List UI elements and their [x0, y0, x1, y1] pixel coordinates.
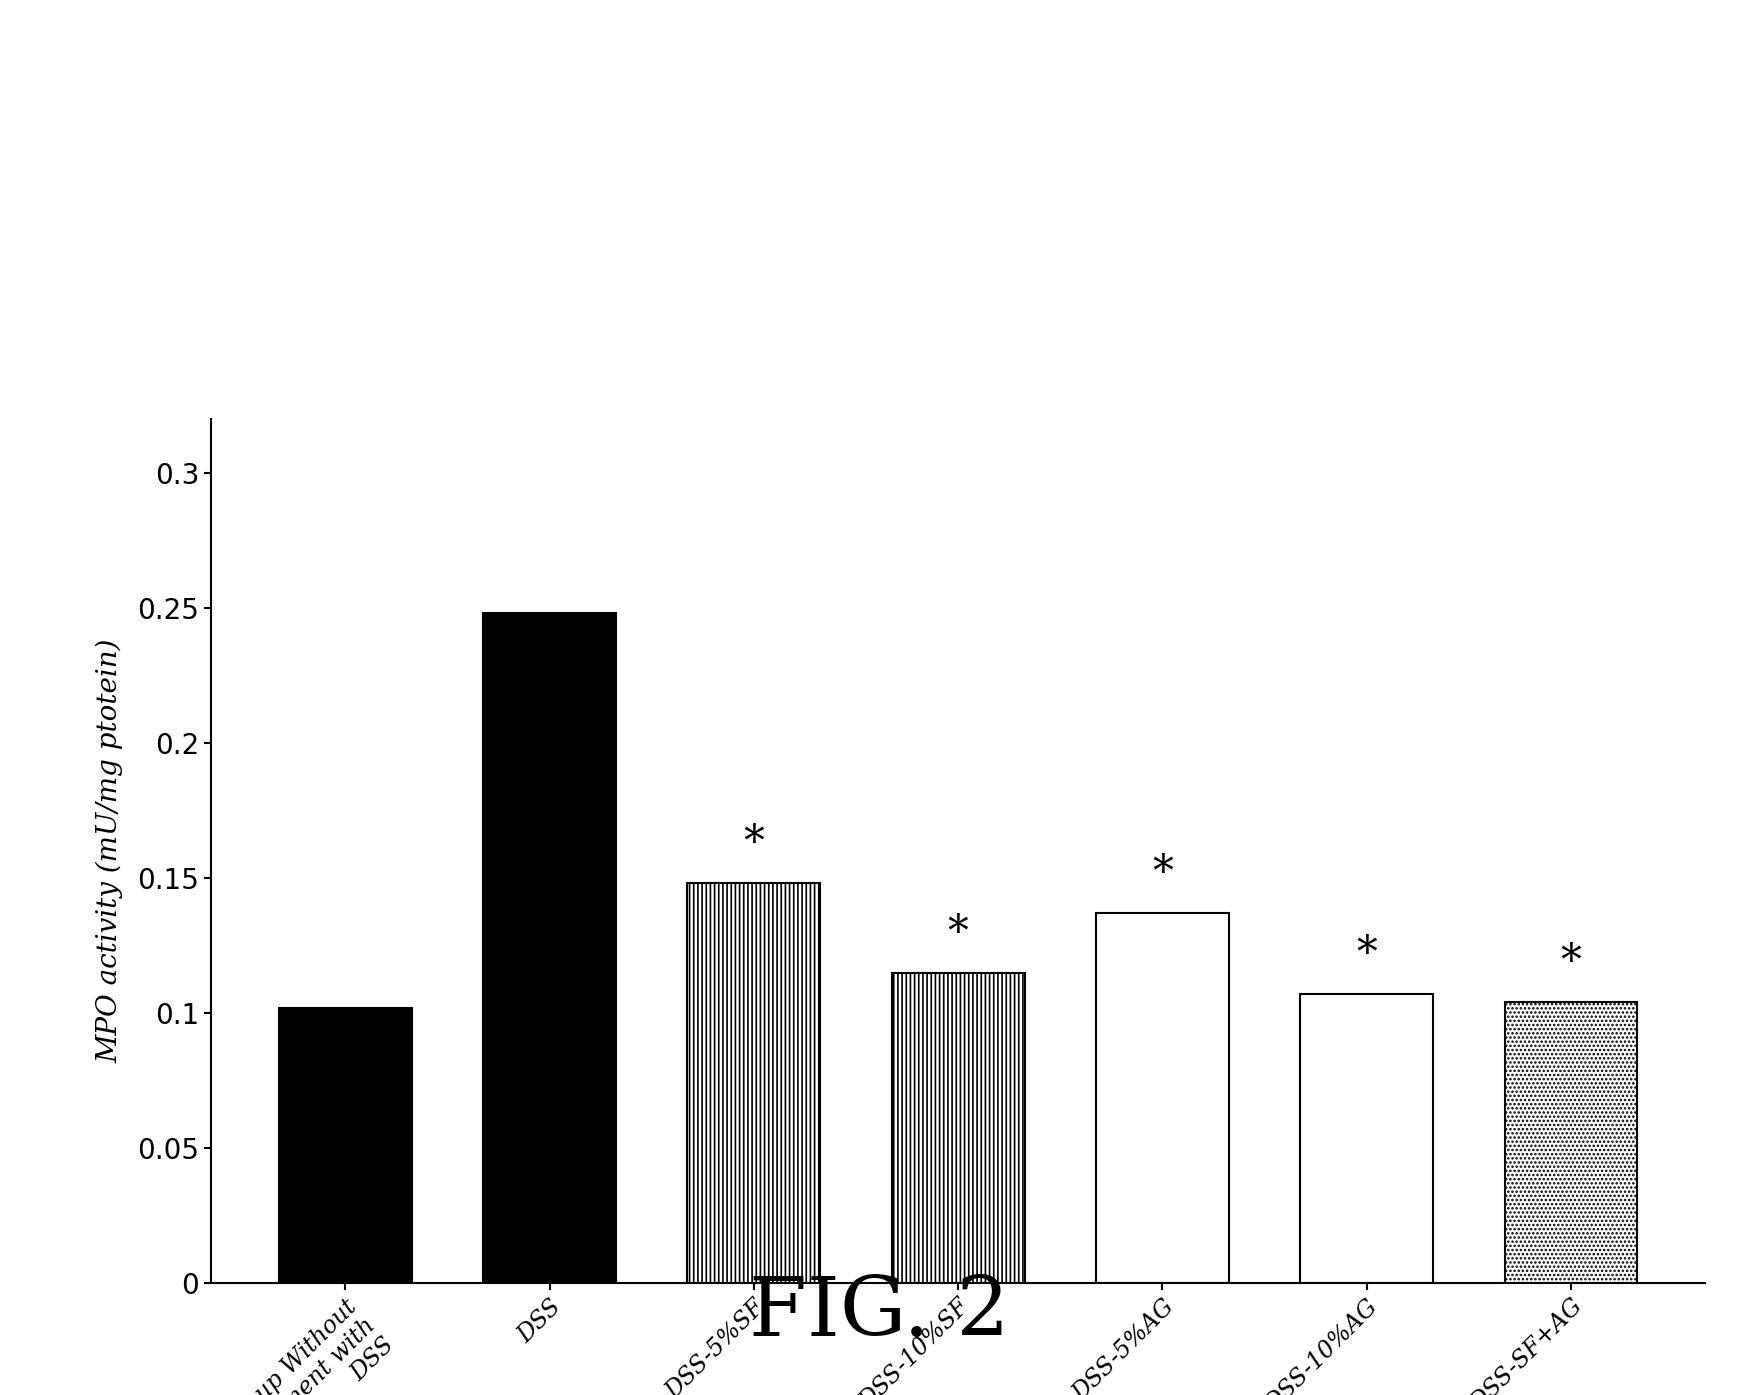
Text: *: *	[1560, 942, 1581, 983]
Text: *: *	[1355, 933, 1376, 975]
Text: *: *	[1151, 852, 1172, 894]
Y-axis label: MPO activity (mU/mg ptotein): MPO activity (mU/mg ptotein)	[97, 639, 123, 1063]
Bar	[891, 972, 1024, 1283]
Bar	[279, 1007, 411, 1283]
Bar	[1504, 1002, 1636, 1283]
Bar	[687, 883, 821, 1283]
Text: FIG. 2: FIG. 2	[748, 1274, 1009, 1353]
Bar	[1095, 914, 1228, 1283]
Bar	[483, 614, 615, 1283]
Text: *: *	[743, 823, 764, 865]
Text: *: *	[947, 912, 968, 954]
Bar	[1300, 995, 1432, 1283]
